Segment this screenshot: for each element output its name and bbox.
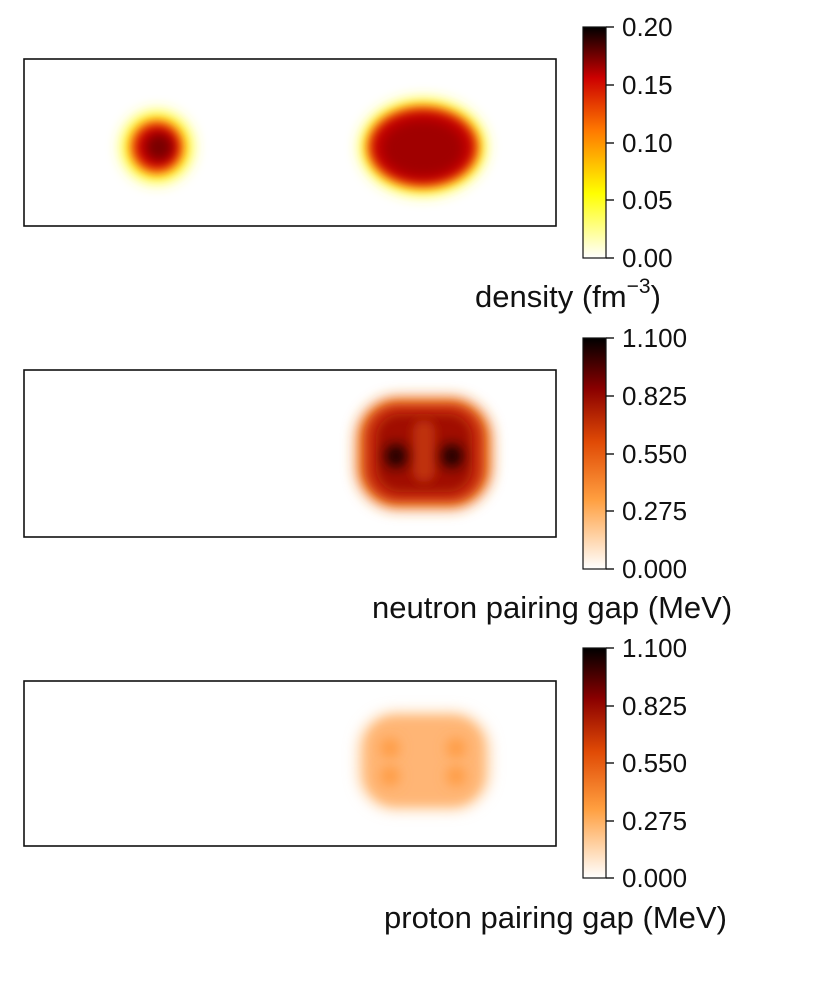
proton-gap-spot-lower-left bbox=[380, 766, 400, 786]
neutron-gap-spot-right bbox=[441, 444, 463, 468]
proton-gap-spot-upper-right bbox=[446, 738, 466, 758]
density-colorbar: 0.20 0.15 0.10 0.05 0.00 density (fm−3) bbox=[475, 12, 673, 314]
neutron-gap-tick-label: 1.100 bbox=[622, 323, 687, 353]
proton-gap-blob bbox=[358, 712, 490, 810]
proton-gap-tick-label: 0.000 bbox=[622, 863, 687, 893]
proton-gap-spot-upper-left bbox=[380, 738, 400, 758]
density-colorbar-title: density (fm−3) bbox=[475, 275, 661, 314]
density-blob-left bbox=[121, 111, 193, 183]
neutron-gap-blob bbox=[356, 397, 492, 509]
density-tick-label: 0.00 bbox=[622, 243, 673, 273]
proton-gap-tick-label: 0.825 bbox=[622, 691, 687, 721]
proton-gap-colorbar-title: proton pairing gap (MeV) bbox=[384, 900, 727, 935]
density-tick-label: 0.10 bbox=[622, 128, 673, 158]
density-tick-label: 0.15 bbox=[622, 70, 673, 100]
neutron-gap-tick-label: 0.550 bbox=[622, 439, 687, 469]
proton-gap-tick-label: 0.550 bbox=[622, 748, 687, 778]
density-tick-label: 0.05 bbox=[622, 185, 673, 215]
proton-gap-panel bbox=[23, 680, 557, 847]
neutron-gap-tick-label: 0.000 bbox=[622, 554, 687, 584]
density-colorbar-gradient bbox=[582, 26, 607, 259]
density-panel bbox=[23, 58, 557, 227]
neutron-gap-colorbar-title: neutron pairing gap (MeV) bbox=[372, 590, 732, 625]
density-tick-label: 0.20 bbox=[622, 12, 673, 42]
neutron-gap-colorbar: 1.100 0.825 0.550 0.275 0.000 neutron pa… bbox=[372, 323, 732, 625]
proton-gap-spot-lower-right bbox=[446, 766, 466, 786]
neutron-gap-colorbar-gradient bbox=[582, 337, 607, 570]
proton-gap-tick-label: 0.275 bbox=[622, 806, 687, 836]
neutron-gap-tick-label: 0.825 bbox=[622, 381, 687, 411]
neutron-gap-tick-label: 0.275 bbox=[622, 496, 687, 526]
neutron-gap-frame bbox=[23, 369, 557, 538]
proton-gap-tick-label: 1.100 bbox=[622, 633, 687, 663]
density-frame bbox=[23, 58, 557, 227]
density-blob-right bbox=[360, 99, 486, 195]
neutron-gap-panel bbox=[23, 369, 557, 538]
proton-gap-colorbar-gradient bbox=[582, 647, 607, 879]
proton-gap-frame bbox=[23, 680, 557, 847]
neutron-gap-spot-left bbox=[385, 444, 407, 468]
proton-gap-colorbar: 1.100 0.825 0.550 0.275 0.000 proton pai… bbox=[384, 633, 727, 935]
